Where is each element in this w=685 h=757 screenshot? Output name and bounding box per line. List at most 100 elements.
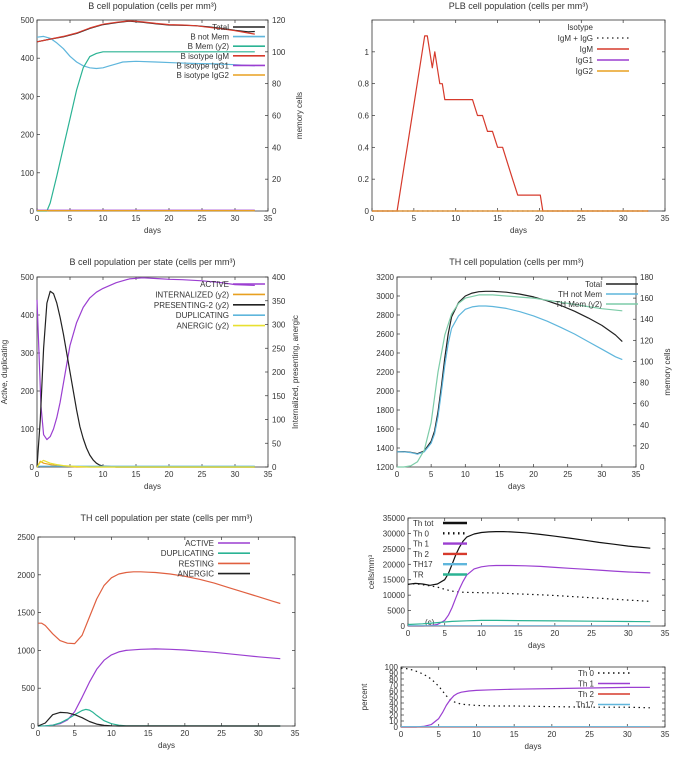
legend-title: Isotype [567, 23, 593, 32]
series-line-4 [36, 20, 255, 43]
y2-axis-ticks: 0 50 100 150 200 250 300 350 400 [265, 273, 286, 472]
y2-tick-label: 60 [272, 112, 281, 121]
x-tick-label: 35 [661, 629, 670, 638]
y-tick-label: 0 [31, 722, 36, 731]
y2-tick-label: 200 [272, 368, 286, 377]
y2-tick-label: 160 [640, 294, 654, 303]
y-tick-label: 400 [21, 54, 35, 63]
x-tick-label: 0 [35, 214, 40, 223]
y-tick-label: 10000 [383, 591, 406, 600]
chart-title: B cell population per state (cells per m… [69, 257, 235, 267]
y-tick-label: 15000 [383, 576, 406, 585]
y-tick-label: 2000 [17, 571, 35, 580]
series-line-1 [407, 530, 651, 586]
x-tick-label: 20 [535, 214, 544, 223]
legend: Isotype IgM + IgG IgM IgG1 IgG2 [558, 23, 629, 76]
x-tick-label: 25 [577, 214, 586, 223]
y2-axis-label: Internalized, presenting, anergic [291, 315, 300, 429]
y-tick-label: 300 [21, 349, 35, 358]
chart-title: PLB cell population (cells per mm³) [449, 1, 589, 11]
y-tick-label: 100 [21, 425, 35, 434]
x-tick-label: 0 [399, 730, 404, 739]
chart-5: TH cell population per state (cells per … [17, 513, 300, 750]
legend-label-1: Total [212, 23, 229, 32]
legend-label-6: TR [413, 571, 424, 580]
y-tick-label: 2000 [376, 387, 394, 396]
chart-6: 0 5 10 15 20 25 30 35 days 0 5000 10000 15000 20000 25… [367, 514, 670, 650]
x-tick-label: 25 [587, 629, 596, 638]
series-line-3 [38, 571, 281, 645]
x-tick-label: 20 [529, 470, 538, 479]
legend-label-1: ACTIVE [185, 539, 214, 548]
x-tick-label: 35 [661, 730, 670, 739]
plot-frame [400, 666, 666, 728]
x-tick-label: 15 [493, 214, 502, 223]
x-axis-label: days [158, 741, 175, 750]
x-tick-label: 15 [510, 730, 519, 739]
x-tick-label: 35 [264, 214, 273, 223]
legend-label-4: DUPLICATING [176, 311, 229, 320]
x-tick-label: 35 [661, 214, 670, 223]
y-tick-label: 5000 [387, 607, 405, 616]
x-tick-label: 25 [563, 470, 572, 479]
legend-label-3: RESTING [178, 559, 214, 568]
x-tick-label: 15 [132, 470, 141, 479]
legend-label-3: Th 2 [578, 690, 595, 699]
y-tick-label: 300 [21, 92, 35, 101]
y-tick-label: 100 [385, 663, 399, 672]
y2-tick-label: 250 [272, 344, 286, 353]
y-tick-label: 3200 [376, 273, 394, 282]
x-tick-label: 10 [99, 470, 108, 479]
y-tick-label: 0.4 [358, 143, 370, 152]
y-tick-label: 400 [21, 311, 35, 320]
legend-label-4: B isotype IgM [181, 52, 230, 61]
x-axis-label: days [144, 226, 161, 235]
y2-tick-label: 100 [272, 48, 286, 57]
y2-axis-ticks: 0 20 40 60 80 100 120 [265, 16, 286, 216]
x-tick-label: 25 [198, 470, 207, 479]
x-axis-ticks: 0 5 10 15 20 25 30 35 [370, 20, 670, 223]
x-tick-label: 35 [632, 470, 641, 479]
series-line-5 [36, 459, 255, 468]
y-tick-label: 2400 [376, 349, 394, 358]
legend-label-1: Th tot [413, 519, 434, 528]
y2-tick-label: 0 [272, 207, 277, 216]
y-tick-label: 2200 [376, 368, 394, 377]
y-tick-label: 500 [21, 16, 35, 25]
x-tick-label: 0 [35, 470, 40, 479]
y-tick-label: 1000 [17, 646, 35, 655]
series-line-1 [396, 290, 623, 455]
legend: Th 0 Th 1Th 2 Th17 [576, 669, 630, 710]
x-tick-label: 20 [165, 470, 174, 479]
legend-label-2: Th 0 [413, 529, 430, 538]
y-tick-label: 100 [21, 169, 35, 178]
y-axis-label: Active, duplicating [0, 340, 9, 404]
y2-tick-label: 40 [272, 143, 281, 152]
chart-4: TH cell population (cells per mm³) 0 5 10 15… [376, 257, 672, 491]
y-tick-label: 60 [389, 687, 398, 696]
y-tick-label: 0.2 [358, 175, 370, 184]
y-tick-label: 20 [389, 711, 398, 720]
series-group [36, 277, 255, 468]
y2-tick-label: 40 [640, 421, 649, 430]
x-tick-label: 25 [198, 214, 207, 223]
legend-label-4: Th17 [576, 701, 595, 710]
x-tick-label: 30 [231, 214, 240, 223]
y2-tick-label: 350 [272, 297, 286, 306]
x-tick-label: 20 [165, 214, 174, 223]
series-group [372, 35, 649, 212]
legend-label-2: Th 1 [578, 680, 595, 689]
y-axis-ticks: 0 500 1000 1500 2000 2500 [17, 533, 295, 731]
y-axis-label: cells/mm³ [367, 555, 376, 590]
y-tick-label: 0.6 [358, 112, 370, 121]
series-line-2 [397, 305, 623, 455]
y-tick-label: 1400 [376, 444, 394, 453]
chart-title: TH cell population (cells per mm³) [449, 257, 584, 267]
x-tick-label: 10 [99, 214, 108, 223]
x-axis-ticks: 0 5 10 15 20 25 30 35 [399, 667, 670, 739]
y2-tick-label: 0 [272, 463, 277, 472]
series-group [400, 667, 650, 728]
series-line-2 [36, 35, 255, 70]
x-tick-label: 10 [451, 214, 460, 223]
